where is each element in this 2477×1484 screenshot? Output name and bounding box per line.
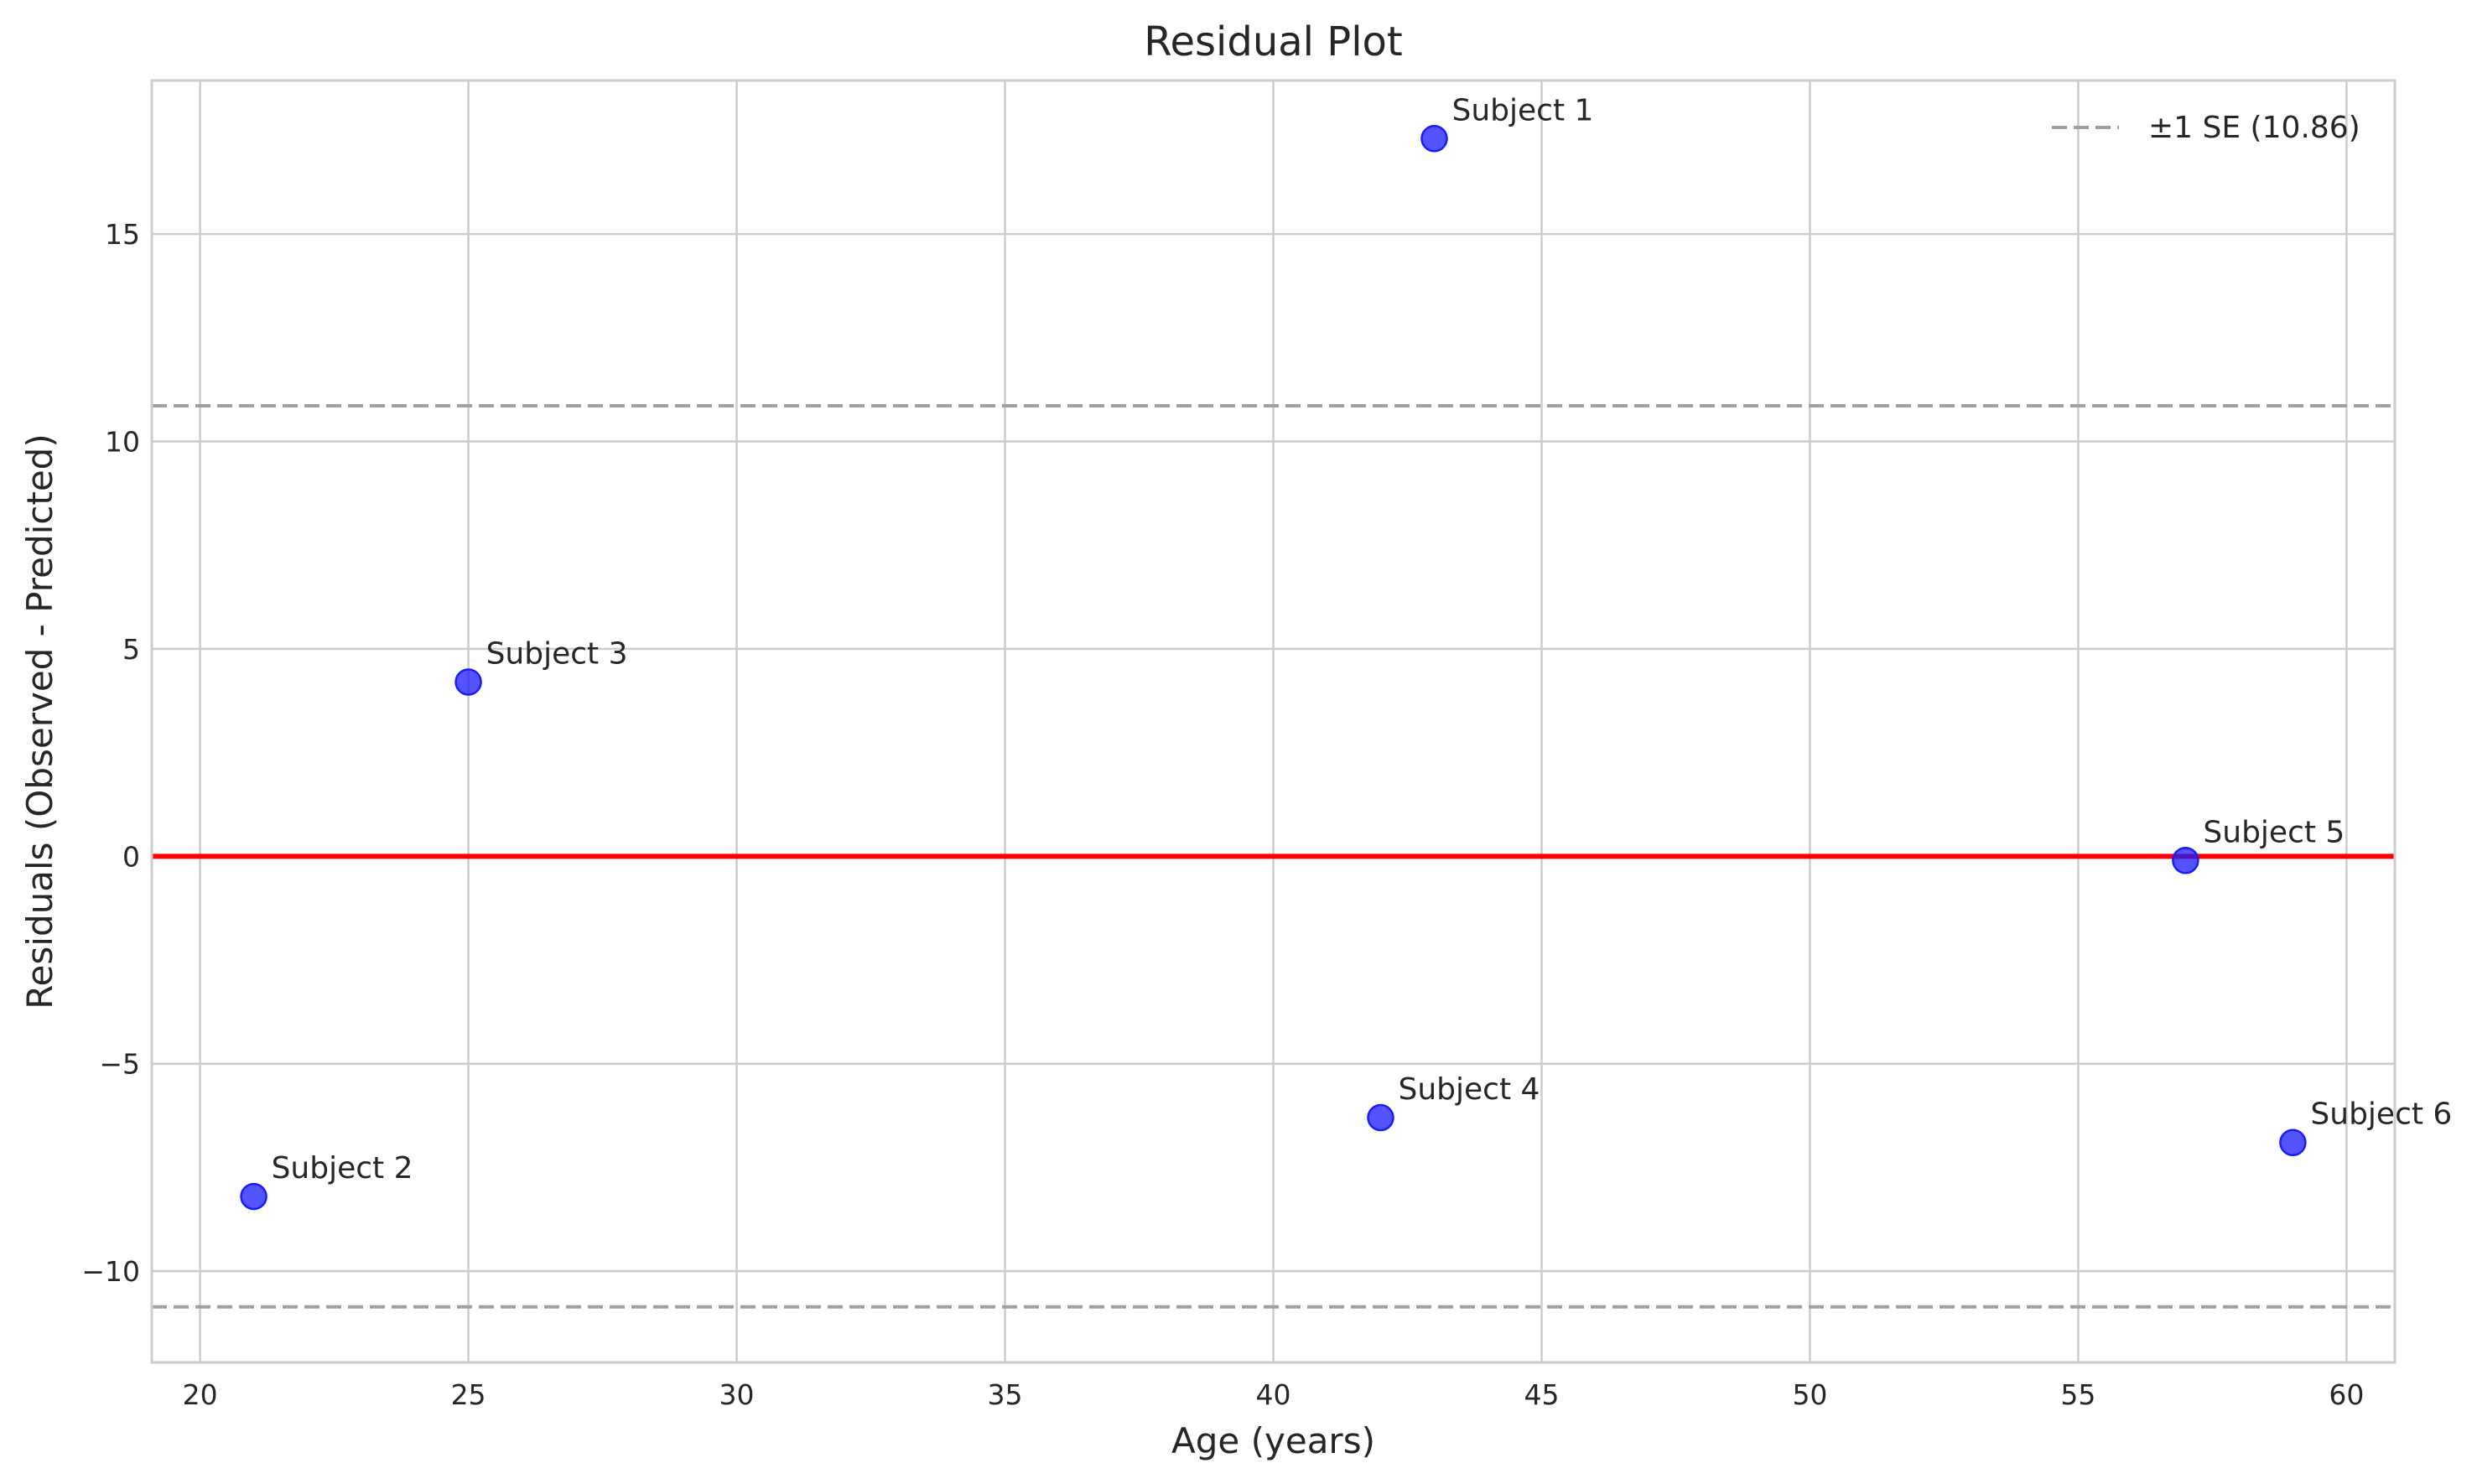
- y-tick-label: −5: [99, 1048, 140, 1081]
- x-tick-label: 45: [1524, 1378, 1559, 1411]
- point-label: Subject 2: [272, 1151, 413, 1186]
- x-tick-label: 55: [2060, 1378, 2095, 1411]
- y-tick-label: 5: [122, 633, 140, 666]
- x-tick-label: 20: [183, 1378, 218, 1411]
- point-label: Subject 5: [2203, 815, 2345, 849]
- data-point: [240, 1182, 267, 1211]
- tick-labels: 20 25 30 35 40 45 50 55 60 −10 −5 0 5 10 15: [81, 218, 2364, 1411]
- x-tick-label: 30: [719, 1378, 755, 1411]
- point-label: Subject 1: [1451, 93, 1593, 127]
- point-annotations: Subject 1 Subject 2 Subject 3 Subject 4 Subj…: [272, 93, 2453, 1186]
- x-tick-label: 25: [451, 1378, 486, 1411]
- chart-title: Residual Plot: [1144, 18, 1402, 65]
- plot-frame: [150, 79, 2397, 1364]
- legend: ±1 SE (10.86): [2052, 111, 2360, 145]
- data-point: [1420, 125, 1448, 153]
- reference-lines: [152, 403, 2395, 1309]
- data-point: [1367, 1103, 1394, 1132]
- y-tick-label: −10: [81, 1255, 140, 1288]
- y-tick-label: 0: [122, 840, 140, 873]
- data-points: [240, 125, 2307, 1211]
- data-point: [2172, 847, 2199, 874]
- x-tick-label: 35: [988, 1378, 1023, 1411]
- x-axis-label: Age (years): [1171, 1420, 1375, 1461]
- y-axis-label: Residuals (Observed - Predicted): [19, 433, 60, 1009]
- legend-se-label: ±1 SE (10.86): [2148, 111, 2360, 145]
- y-tick-label: 10: [105, 425, 140, 458]
- x-tick-label: 40: [1256, 1378, 1291, 1411]
- x-tick-label: 60: [2329, 1378, 2364, 1411]
- data-point: [454, 668, 482, 696]
- x-tick-label: 50: [1792, 1378, 1827, 1411]
- data-point: [2279, 1129, 2307, 1156]
- y-tick-label: 15: [105, 218, 140, 251]
- point-label: Subject 6: [2310, 1097, 2452, 1132]
- point-label: Subject 4: [1398, 1072, 1540, 1107]
- point-label: Subject 3: [486, 636, 628, 671]
